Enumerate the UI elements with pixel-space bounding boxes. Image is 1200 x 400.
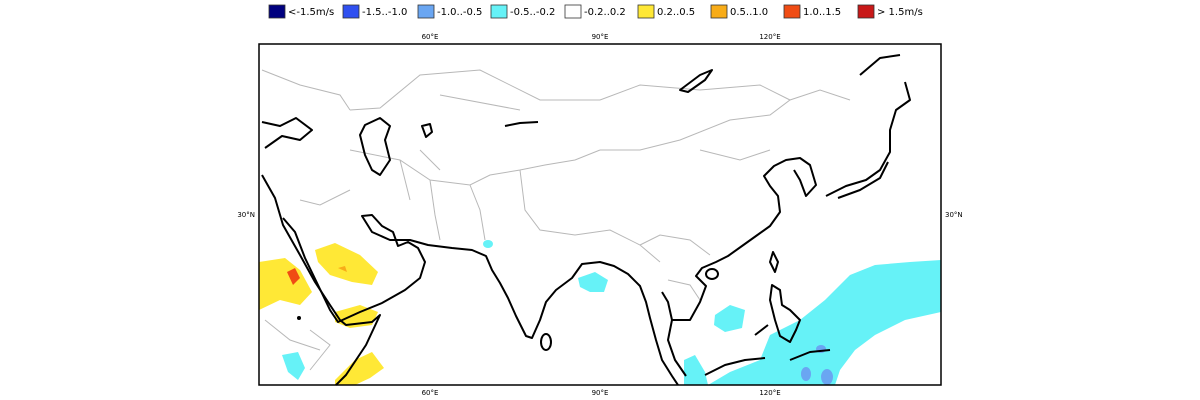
legend-label: 0.2..0.5 [657, 7, 695, 18]
legend: <-1.5m/s -1.5..-1.0 -1.0..-0.5 -0.5..-0.2 -0… [268, 4, 923, 19]
anomaly-area [282, 352, 305, 380]
anomaly-area [821, 369, 833, 385]
legend-swatch [342, 4, 360, 19]
lake [297, 316, 301, 320]
legend-label: -1.0..-0.5 [437, 7, 482, 18]
legend-label: <-1.5m/s [288, 7, 334, 18]
anomaly-area [801, 367, 811, 381]
longitude-label: 120°E [759, 389, 780, 397]
latitude-label: 30°N [945, 211, 963, 219]
legend-label: -0.2..0.2 [584, 7, 626, 18]
legend-swatch [268, 4, 286, 19]
legend-label: -0.5..-0.2 [510, 7, 555, 18]
anomaly-area [338, 266, 347, 272]
legend-swatch [637, 4, 655, 19]
legend-swatch [564, 4, 582, 19]
map-frame [258, 43, 942, 386]
borders [261, 69, 851, 371]
longitude-label: 120°E [759, 33, 780, 41]
coordinate-labels: 60°E 60°E 90°E 90°E 120°E 120°E 30°N 30°N [237, 33, 962, 397]
anomaly-area [335, 352, 384, 385]
legend-label: 0.5..1.0 [730, 7, 768, 18]
map [258, 43, 942, 386]
legend-swatch [417, 4, 435, 19]
legend-swatch [857, 4, 875, 19]
coastlines [261, 54, 911, 386]
anomaly-area [259, 258, 312, 310]
legend-label: 1.0..1.5 [803, 7, 841, 18]
anomaly-area [708, 260, 941, 385]
legend-label: > 1.5m/s [877, 7, 923, 18]
longitude-label: 60°E [422, 33, 439, 41]
anomaly-area [578, 272, 608, 292]
latitude-label: 30°N [237, 211, 255, 219]
longitude-label: 60°E [422, 389, 439, 397]
anomaly-area [684, 355, 708, 385]
legend-swatch [783, 4, 801, 19]
anomaly-area [287, 268, 300, 285]
legend-swatch [490, 4, 508, 19]
legend-label: -1.5..-1.0 [362, 7, 407, 18]
longitude-label: 90°E [592, 33, 609, 41]
anomaly-area [483, 240, 493, 248]
anomaly-area [315, 243, 378, 285]
anomaly-fields [259, 240, 941, 385]
anomaly-area [714, 305, 745, 332]
longitude-label: 90°E [592, 389, 609, 397]
legend-swatch [710, 4, 728, 19]
